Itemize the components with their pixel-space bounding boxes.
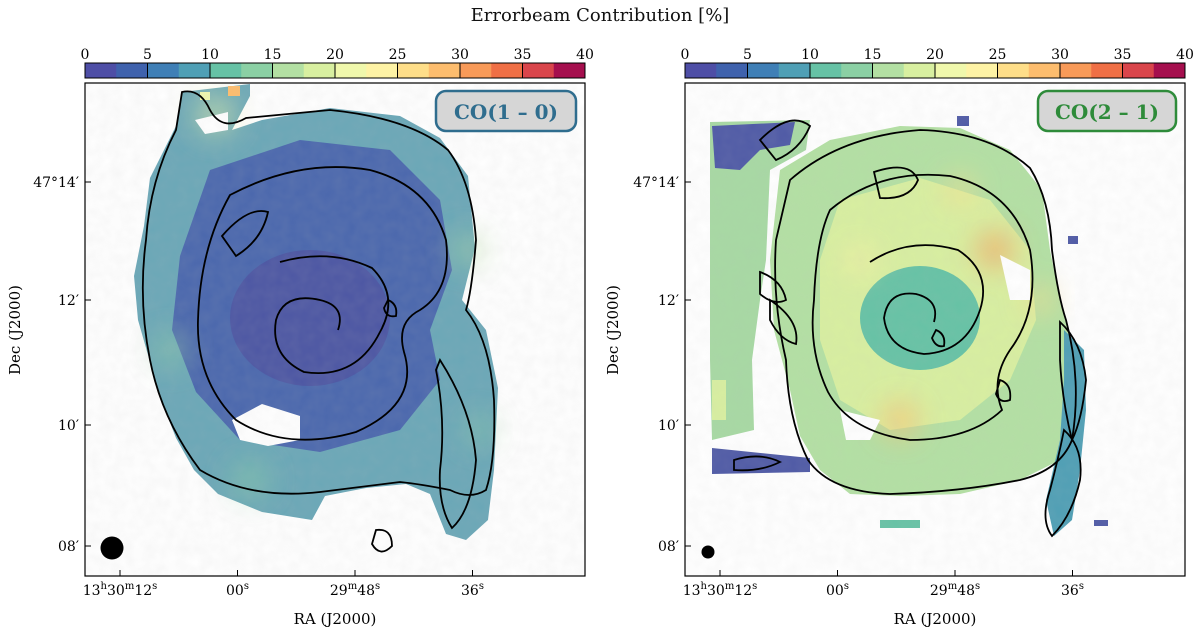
colorbar-tick-label: 5 — [143, 47, 152, 63]
figure-title: Errorbeam Contribution [%] — [470, 5, 730, 26]
colorbar-bin — [428, 63, 461, 78]
colorbar-co21: 0 5 10 15 20 25 30 35 40 — [681, 47, 1194, 79]
colorbar-bin — [1028, 63, 1061, 78]
colorbar-bin — [178, 63, 211, 78]
colorbar-bin — [685, 63, 717, 78]
colorbar-tick-label: 35 — [514, 47, 532, 63]
colorbar-bin — [716, 63, 748, 78]
colorbar-bin — [841, 63, 873, 78]
panel-co21: 0 5 10 15 20 25 30 35 40 — [604, 47, 1194, 628]
colorbar-bin — [935, 63, 967, 78]
colorbar-tick-label: 15 — [864, 47, 882, 63]
co10-contours — [141, 90, 496, 553]
colorbar-tick-label: 20 — [326, 47, 344, 63]
colorbar-bin — [553, 63, 586, 78]
panel-co10: 0 5 10 15 20 25 30 35 40 — [6, 47, 594, 628]
colorbar-tick-label: 40 — [576, 47, 594, 63]
colorbar-bin — [335, 63, 367, 78]
x-tick-label: 13h​30m​12s​ — [683, 581, 758, 599]
colorbar-bin — [522, 63, 555, 78]
y-tick-label: 08′ — [58, 539, 79, 555]
colorbar-tick-label: 10 — [801, 47, 819, 63]
colorbar-bin — [85, 63, 117, 78]
co21-beam — [701, 545, 715, 559]
y-tick-label: 47°14′ — [33, 175, 79, 191]
x-tick-label: 36s​ — [1061, 581, 1084, 599]
x-tick-label: 13h​30m​12s​ — [83, 581, 158, 599]
co10-x-axis-label: RA (J2000) — [294, 610, 377, 628]
colorbar-co10: 0 5 10 15 20 25 30 35 40 — [81, 47, 594, 79]
colorbar-tick-label: 30 — [451, 47, 469, 63]
colorbar-bin — [1153, 63, 1186, 78]
co21-panel-label: CO(2 – 1) — [1055, 100, 1159, 124]
co10-beam — [100, 536, 124, 560]
colorbar-tick-label: 40 — [1176, 47, 1194, 63]
colorbar-bin — [397, 63, 430, 78]
co10-panel-label: CO(1 – 0) — [454, 100, 558, 124]
co21-x-tick-labels: 13h​30m​12s​ 00s​ 29m​48s​ 36s​ — [683, 570, 1084, 599]
y-tick-label: 10′ — [58, 418, 79, 434]
colorbar-bin — [810, 63, 842, 78]
co21-x-axis-label: RA (J2000) — [894, 610, 977, 628]
colorbar-tick-label: 5 — [743, 47, 752, 63]
colorbar-bin — [778, 63, 811, 78]
colorbar-tick-label: 25 — [989, 47, 1007, 63]
colorbar-bin — [210, 63, 242, 78]
colorbar-bin — [366, 63, 398, 78]
colorbar-tick-label: 10 — [201, 47, 219, 63]
y-tick-label: 08′ — [658, 539, 679, 555]
co10-x-tick-labels: 13h​30m​12s​ 00s​ 29m​48s​ 36s​ — [83, 570, 484, 599]
co21-axes-frame — [684, 82, 1186, 577]
colorbar-bin — [303, 63, 336, 78]
heatmap-co10 — [85, 83, 585, 576]
colorbar-bin — [1122, 63, 1155, 78]
y-tick-label: 47°14′ — [633, 175, 679, 191]
colorbar-bin — [1091, 63, 1123, 78]
y-tick-label: 12′ — [58, 293, 79, 309]
co10-y-axis-label: Dec (J2000) — [6, 285, 24, 375]
colorbar-bin — [997, 63, 1030, 78]
colorbar-tick-label: 20 — [926, 47, 944, 63]
colorbar-bin — [903, 63, 936, 78]
colorbar-tick-label: 0 — [681, 47, 690, 63]
y-tick-label: 10′ — [658, 418, 679, 434]
x-tick-label: 00s​ — [226, 581, 249, 599]
co21-y-tick-labels: 47°14′ 12′ 10′ 08′ — [633, 175, 691, 555]
x-tick-label: 36s​ — [461, 581, 484, 599]
colorbar-bin — [241, 63, 273, 78]
co21-contours — [733, 119, 1087, 538]
colorbar-bin — [872, 63, 905, 78]
y-tick-label: 12′ — [658, 293, 679, 309]
colorbar-bin — [460, 63, 492, 78]
colorbar-tick-label: 30 — [1051, 47, 1069, 63]
co10-y-tick-labels: 47°14′ 12′ 10′ 08′ — [33, 175, 91, 555]
x-tick-label: 29m​48s​ — [330, 581, 380, 599]
co10-axes-frame — [84, 82, 586, 577]
x-tick-label: 00s​ — [826, 581, 849, 599]
colorbar-bin — [747, 63, 780, 78]
co10-panel-label-box: CO(1 – 0) — [434, 89, 578, 133]
colorbar-bin — [1060, 63, 1092, 78]
colorbar-bin — [966, 63, 998, 78]
colorbar-tick-label: 35 — [1114, 47, 1132, 63]
colorbar-bin — [272, 63, 305, 78]
colorbar-tick-label: 25 — [389, 47, 407, 63]
colorbar-bin — [147, 63, 180, 78]
colorbar-bin — [116, 63, 148, 78]
heatmap-co21 — [685, 83, 1185, 576]
co21-y-axis-label: Dec (J2000) — [604, 285, 622, 375]
x-tick-label: 29m​48s​ — [930, 581, 980, 599]
co21-panel-label-box: CO(2 – 1) — [1036, 89, 1178, 133]
colorbar-bin — [491, 63, 523, 78]
colorbar-tick-label: 15 — [264, 47, 282, 63]
colorbar-tick-label: 0 — [81, 47, 90, 63]
